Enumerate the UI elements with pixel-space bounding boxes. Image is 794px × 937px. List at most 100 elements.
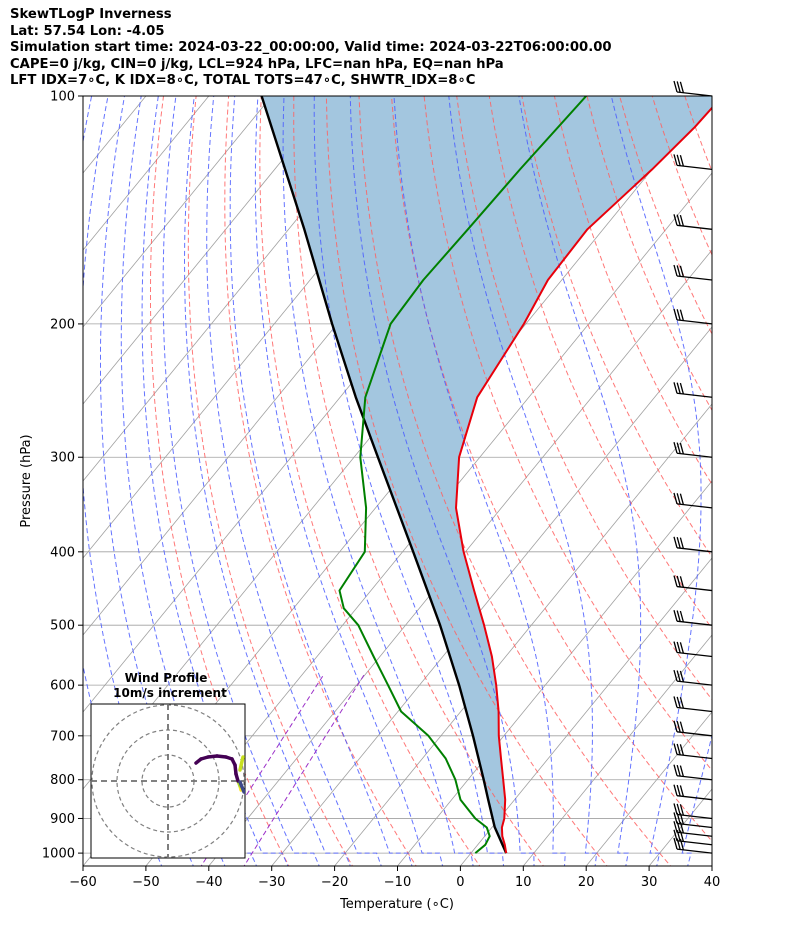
wind-barb-175 bbox=[673, 264, 713, 281]
wind-barb-flag bbox=[679, 214, 685, 227]
temperature-profile-line bbox=[455, 106, 712, 854]
wind-barb-flag bbox=[673, 829, 678, 841]
wind-barb-flag bbox=[673, 536, 678, 548]
wind-barb-750 bbox=[673, 743, 713, 760]
y-tick-label: 1000 bbox=[42, 847, 75, 862]
dry-adiabat-100 bbox=[586, 96, 712, 412]
wind-barb-250 bbox=[673, 382, 713, 398]
wind-barb-flag bbox=[679, 576, 685, 588]
wind-barb-500 bbox=[673, 610, 713, 626]
moist-adiabat-30 bbox=[610, 96, 702, 866]
wind-barb-flag bbox=[676, 803, 681, 816]
wind-barb-flag bbox=[679, 642, 685, 654]
wind-barb-flag bbox=[673, 764, 678, 776]
x-tick-label: 30 bbox=[641, 875, 658, 890]
wind-barb-flag bbox=[676, 309, 681, 321]
wind-barb-flag bbox=[679, 670, 685, 683]
dry-adiabat-40 bbox=[391, 96, 712, 842]
wind-barb-flag bbox=[676, 214, 681, 226]
wind-barb-200 bbox=[673, 308, 713, 325]
x-tick-label: −10 bbox=[384, 875, 411, 890]
x-tick-label: −40 bbox=[195, 875, 222, 890]
wind-barb-350 bbox=[673, 492, 713, 509]
wind-barb-flag bbox=[673, 610, 678, 622]
dry-adiabat-20 bbox=[325, 96, 608, 866]
x-tick-label: −30 bbox=[258, 875, 285, 890]
wind-barb-flag bbox=[676, 641, 681, 654]
wind-barb-flag bbox=[676, 382, 681, 394]
wind-barb-flag bbox=[676, 743, 681, 756]
moist-adiabat-15 bbox=[393, 96, 566, 866]
wind-barb-900 bbox=[673, 803, 713, 820]
wind-barb-flag bbox=[679, 265, 685, 277]
dry-adiabat-80 bbox=[521, 96, 712, 558]
dewpoint-profile-line bbox=[338, 96, 587, 854]
wind-barb-flag bbox=[679, 697, 685, 709]
wind-barb-600 bbox=[673, 669, 713, 686]
moist-adiabat-0 bbox=[282, 96, 474, 866]
title-line-station: SkewTLogP Inverness bbox=[10, 7, 172, 22]
inset-content bbox=[91, 704, 245, 858]
x-tick-label: 20 bbox=[578, 875, 595, 890]
mixing-ratio-line-1 bbox=[243, 673, 366, 866]
dry-adiabat-140 bbox=[717, 96, 794, 869]
inset-subtitle: 10m/s increment bbox=[113, 686, 227, 700]
wind-barb-flag bbox=[679, 765, 685, 777]
x-tick-label: −20 bbox=[321, 875, 348, 890]
wind-barb-flag bbox=[679, 442, 685, 455]
wind-barb-flag bbox=[679, 493, 685, 505]
wind-barb-flag bbox=[673, 80, 678, 93]
isotherm--160 bbox=[83, 96, 84, 97]
isotherm-20 bbox=[585, 711, 712, 866]
isotherm--50 bbox=[145, 172, 712, 866]
title-line-indices: LFT IDX=7∘C, K IDX=8∘C, TOTAL TOTS=47∘C,… bbox=[10, 73, 476, 88]
y-tick-label: 200 bbox=[50, 317, 75, 332]
moist-adiabat-40 bbox=[714, 96, 794, 869]
wind-barb-flag bbox=[673, 812, 678, 824]
wind-barb-flag bbox=[676, 537, 681, 549]
mixing-ratio-line-0 bbox=[200, 673, 325, 866]
wind-barb-flag bbox=[673, 264, 678, 277]
wind-barb-flag bbox=[673, 784, 678, 796]
title-line-times: Simulation start time: 2024-03-22_00:00:… bbox=[10, 40, 612, 55]
wind-barb-flag bbox=[676, 154, 681, 166]
wind-barb-flag bbox=[673, 720, 678, 732]
wind-barb-flag bbox=[673, 214, 678, 226]
y-tick-label: 900 bbox=[50, 812, 75, 827]
dry-adiabat-0 bbox=[259, 96, 481, 866]
dry-adiabat-10 bbox=[293, 96, 545, 866]
wind-barb-550 bbox=[673, 641, 713, 658]
y-tick-label: 600 bbox=[50, 679, 75, 694]
wind-barb-650 bbox=[673, 696, 713, 713]
dry-adiabat--20 bbox=[187, 96, 354, 866]
isotherm-40 bbox=[711, 865, 712, 866]
wind-barb-flag bbox=[676, 81, 681, 93]
wind-barb-flag bbox=[679, 309, 685, 321]
moist-adiabat--20 bbox=[183, 96, 351, 866]
isotherm--30 bbox=[271, 326, 712, 866]
dry-adiabat-70 bbox=[488, 96, 712, 630]
wind-barb-150 bbox=[673, 214, 713, 230]
hodograph-segment bbox=[238, 755, 245, 772]
axis-layer: Temperature (∘C) Pressure (hPa) −60 −50 −4… bbox=[19, 90, 720, 913]
x-tick-label: −60 bbox=[69, 875, 96, 890]
title-line-location: Lat: 57.54 Lon: -4.05 bbox=[10, 23, 165, 39]
shade-layer bbox=[261, 96, 712, 854]
wind-barb-flag bbox=[673, 575, 678, 587]
x-axis-label: Temperature (∘C) bbox=[339, 897, 454, 912]
isotherm-10 bbox=[522, 634, 712, 866]
y-axis-label: Pressure (hPa) bbox=[19, 434, 34, 527]
wind-barb-flag bbox=[673, 743, 678, 755]
moist-adiabat--5 bbox=[254, 96, 444, 866]
dry-adiabat--10 bbox=[224, 96, 417, 866]
wind-barb-flag bbox=[676, 610, 681, 622]
wind-barb-shaft bbox=[676, 91, 713, 97]
isotherm--10 bbox=[397, 480, 712, 866]
wind-barb-flag bbox=[679, 382, 685, 395]
isotherm--130 bbox=[83, 96, 273, 328]
isotherm-0 bbox=[460, 557, 712, 866]
x-tick-label: 10 bbox=[515, 875, 532, 890]
wind-barb-flag bbox=[673, 154, 678, 166]
wind-barb-flag bbox=[676, 764, 681, 777]
x-tick-label: 0 bbox=[456, 875, 464, 890]
